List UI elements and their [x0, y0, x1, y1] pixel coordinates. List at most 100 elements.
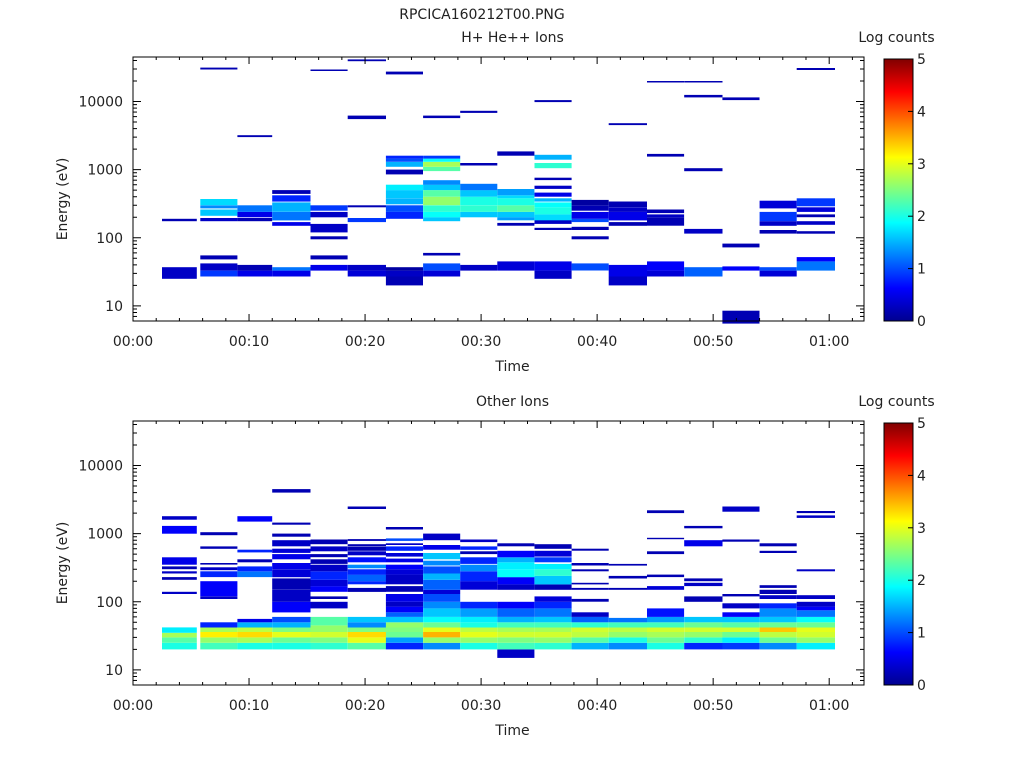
heatmap-cell: [497, 195, 535, 199]
heatmap-cell: [237, 559, 273, 563]
heatmap-cell: [385, 198, 423, 205]
heatmap-cell: [759, 627, 797, 632]
heatmap-cell: [647, 153, 685, 157]
heatmap-cell: [385, 553, 423, 557]
heatmap-cell: [647, 551, 685, 555]
heatmap-cell: [385, 546, 423, 551]
heatmap-cell: [571, 622, 609, 628]
heatmap-cell: [684, 632, 723, 638]
heatmap-cell: [385, 270, 423, 277]
heatmap-cell: [684, 525, 723, 529]
colorbar-tick-label: 3: [917, 521, 926, 537]
heatmap-cell: [200, 571, 238, 578]
heatmap-cell: [796, 601, 835, 607]
heatmap-cell: [347, 632, 386, 638]
x-tick-label: 00:40: [577, 698, 617, 714]
heatmap-cell: [385, 569, 423, 575]
heatmap-cell: [423, 589, 461, 594]
heatmap-cell: [722, 627, 760, 632]
heatmap-cell: [534, 198, 572, 202]
heatmap-cell: [497, 632, 535, 638]
heatmap-cell: [460, 211, 498, 218]
heatmap-cell: [423, 616, 461, 623]
heatmap-cell: [796, 261, 835, 271]
heatmap-cell: [272, 616, 311, 623]
heatmap-cell: [608, 587, 647, 590]
heatmap-cell: [796, 595, 835, 599]
heatmap-cell: [310, 586, 348, 592]
heatmap-cell: [647, 616, 685, 623]
heatmap-cell: [571, 563, 609, 566]
heatmap-cell: [534, 563, 572, 570]
heatmap-cell: [237, 566, 273, 572]
heatmap-cell: [347, 587, 386, 592]
heatmap-cell: [347, 539, 386, 541]
heatmap-cell: [460, 632, 498, 638]
heatmap-cell: [534, 544, 572, 549]
colorbar-tick-label: 2: [917, 209, 926, 225]
heatmap-cell: [759, 230, 797, 234]
heatmap-cell: [310, 264, 348, 271]
heatmap-cell: [534, 202, 572, 208]
heatmap-cell: [385, 543, 423, 545]
colorbar: [883, 58, 914, 322]
heatmap-cell: [162, 566, 197, 570]
heatmap-cell: [347, 59, 386, 62]
heatmap-cell: [460, 551, 498, 555]
heatmap-cell: [385, 211, 423, 219]
heatmap-cell: [571, 211, 609, 219]
heatmap-cell: [534, 100, 572, 103]
heatmap-cell: [497, 550, 535, 558]
heatmap-cell: [347, 574, 386, 582]
heatmap-cell: [423, 594, 461, 602]
heatmap-cell: [460, 622, 498, 628]
heatmap-cell: [423, 196, 461, 206]
heatmap-cell: [534, 642, 572, 650]
heatmap-cell: [722, 642, 760, 650]
heatmap-cell: [272, 601, 311, 613]
heatmap-cell: [200, 263, 238, 271]
heatmap-cell: [200, 218, 238, 222]
heatmap-cell: [534, 214, 572, 221]
heatmap-cell: [423, 166, 461, 172]
y-tick-label: 10000: [78, 95, 123, 111]
heatmap-cell: [497, 562, 535, 570]
heatmap-cell: [608, 211, 647, 221]
heatmap-cell: [608, 617, 647, 623]
heatmap-cell: [237, 637, 273, 643]
heatmap-cell: [237, 218, 273, 222]
heatmap-cells: [162, 489, 835, 658]
heatmap-cell: [310, 571, 348, 580]
heatmap-cell: [684, 81, 723, 83]
heatmap-cell: [460, 581, 498, 590]
heatmap-cell: [423, 566, 461, 574]
heatmap-cell: [162, 637, 197, 643]
heatmap-cell: [423, 155, 461, 159]
heatmap-cell: [534, 185, 572, 189]
heatmap-cell: [162, 632, 197, 638]
x-axis-label: Time: [494, 359, 529, 375]
heatmap-cell: [722, 266, 760, 271]
colorbar-tick-label: 1: [917, 262, 926, 278]
heatmap-cell: [310, 625, 348, 632]
heatmap-cell: [347, 557, 386, 563]
spectrogram-panel-h-he-ions: 00:00 00:10 00:20 00:30 00:40 00:50 01:0010100…: [55, 30, 935, 375]
heatmap-cell: [759, 642, 797, 650]
heatmap-cell: [237, 205, 273, 212]
heatmap-cell: [608, 207, 647, 212]
heatmap-cell: [497, 622, 535, 628]
x-tick-label: 01:00: [809, 334, 849, 350]
x-tick-label: 00:00: [113, 698, 153, 714]
heatmap-cell: [534, 575, 572, 585]
heatmap-cell: [534, 569, 572, 576]
heatmap-cell: [684, 637, 723, 643]
heatmap-cell: [310, 564, 348, 572]
heatmap-cell: [608, 622, 647, 628]
heatmap-cell: [272, 222, 311, 226]
heatmap-cell: [608, 123, 647, 126]
heatmap-cell: [423, 560, 461, 566]
heatmap-cell: [497, 217, 535, 221]
heatmap-cell: [347, 616, 386, 623]
heatmap-cell: [796, 642, 835, 650]
heatmap-cell: [460, 539, 498, 543]
